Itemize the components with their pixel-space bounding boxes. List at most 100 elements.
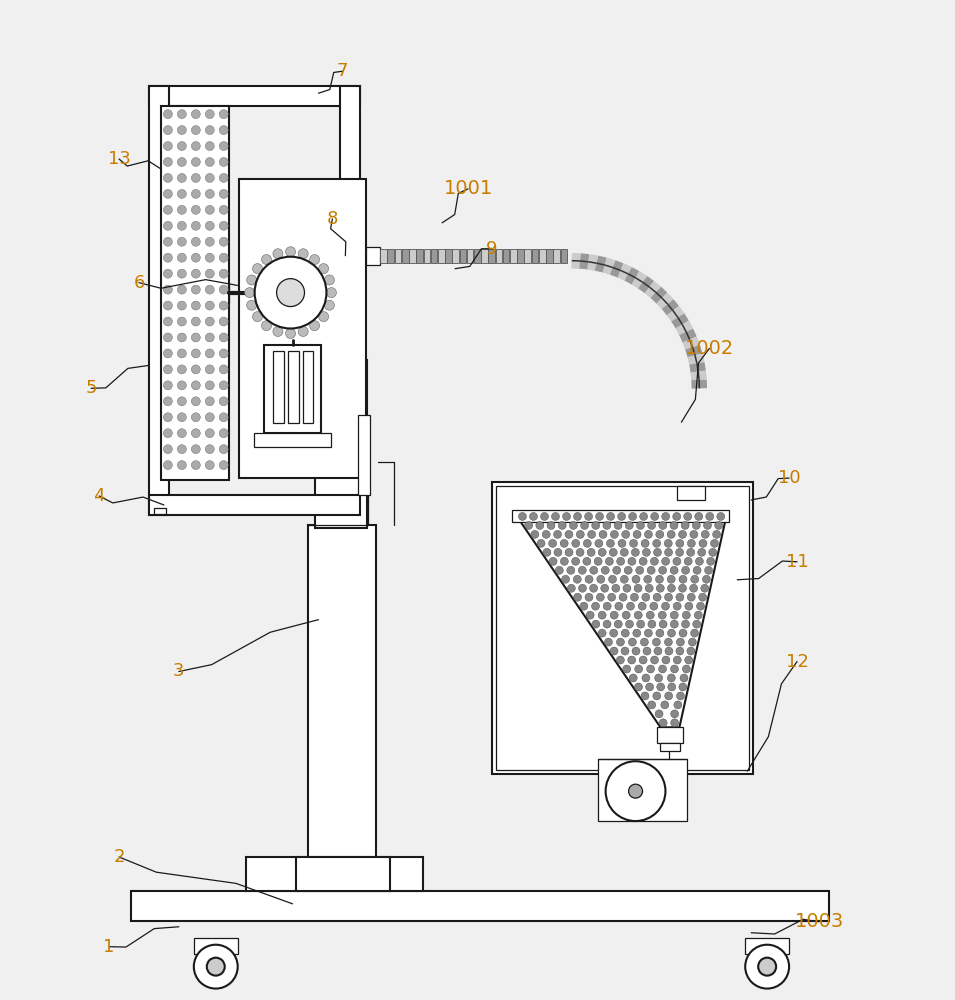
Text: 2: 2 xyxy=(114,848,125,866)
Circle shape xyxy=(163,429,173,438)
Circle shape xyxy=(685,656,692,664)
Circle shape xyxy=(220,142,228,151)
Circle shape xyxy=(205,157,214,166)
Circle shape xyxy=(286,329,295,338)
Circle shape xyxy=(606,539,614,547)
Circle shape xyxy=(205,381,214,390)
Circle shape xyxy=(639,557,647,565)
Bar xyxy=(315,360,368,528)
Circle shape xyxy=(220,381,228,390)
Circle shape xyxy=(688,539,695,547)
Circle shape xyxy=(191,157,201,166)
Circle shape xyxy=(220,301,228,310)
Circle shape xyxy=(627,656,636,664)
Circle shape xyxy=(569,521,578,529)
Circle shape xyxy=(220,317,228,326)
Circle shape xyxy=(163,397,173,406)
Circle shape xyxy=(705,566,712,574)
Circle shape xyxy=(676,647,684,655)
Circle shape xyxy=(163,269,173,278)
Circle shape xyxy=(220,429,228,438)
Bar xyxy=(445,249,452,263)
Circle shape xyxy=(178,397,186,406)
Circle shape xyxy=(696,602,705,610)
Circle shape xyxy=(709,548,717,556)
Bar xyxy=(416,249,423,263)
Bar xyxy=(431,249,437,263)
Circle shape xyxy=(692,521,700,529)
Circle shape xyxy=(587,548,595,556)
Bar xyxy=(380,249,387,263)
Circle shape xyxy=(163,381,173,390)
Circle shape xyxy=(604,602,611,610)
Circle shape xyxy=(632,575,640,583)
Circle shape xyxy=(679,584,687,592)
Circle shape xyxy=(163,189,173,198)
Circle shape xyxy=(205,349,214,358)
Bar xyxy=(423,249,430,263)
Circle shape xyxy=(706,512,713,520)
Circle shape xyxy=(163,413,173,422)
Circle shape xyxy=(191,349,201,358)
Circle shape xyxy=(163,205,173,214)
Circle shape xyxy=(659,566,667,574)
Circle shape xyxy=(618,512,626,520)
Circle shape xyxy=(693,566,701,574)
Bar xyxy=(680,712,707,723)
Bar xyxy=(402,249,409,263)
Bar xyxy=(272,351,284,423)
Circle shape xyxy=(629,539,638,547)
Bar xyxy=(295,857,391,891)
Text: 5: 5 xyxy=(85,379,96,397)
Bar xyxy=(308,525,376,857)
Bar xyxy=(194,938,238,954)
Circle shape xyxy=(579,584,586,592)
Circle shape xyxy=(298,249,308,259)
Circle shape xyxy=(653,548,662,556)
Circle shape xyxy=(661,701,668,709)
Circle shape xyxy=(652,539,661,547)
Circle shape xyxy=(581,521,588,529)
Circle shape xyxy=(707,557,714,565)
Circle shape xyxy=(178,269,186,278)
Circle shape xyxy=(634,584,642,592)
Bar xyxy=(467,249,474,263)
Circle shape xyxy=(178,333,186,342)
Circle shape xyxy=(309,255,320,265)
Circle shape xyxy=(653,692,661,700)
Circle shape xyxy=(565,530,573,538)
Circle shape xyxy=(163,301,173,310)
Circle shape xyxy=(673,602,681,610)
Circle shape xyxy=(286,247,295,257)
Bar xyxy=(553,249,560,263)
Circle shape xyxy=(220,189,228,198)
Circle shape xyxy=(676,638,685,646)
Circle shape xyxy=(178,205,186,214)
Circle shape xyxy=(542,530,550,538)
Circle shape xyxy=(668,575,675,583)
Circle shape xyxy=(220,413,228,422)
Circle shape xyxy=(191,365,201,374)
Circle shape xyxy=(205,110,214,119)
Circle shape xyxy=(547,521,555,529)
Circle shape xyxy=(205,205,214,214)
Circle shape xyxy=(679,575,687,583)
Circle shape xyxy=(205,317,214,326)
Circle shape xyxy=(541,512,548,520)
Circle shape xyxy=(205,301,214,310)
Polygon shape xyxy=(514,512,728,727)
Bar xyxy=(680,531,707,542)
Circle shape xyxy=(631,548,639,556)
Circle shape xyxy=(659,521,667,529)
Circle shape xyxy=(558,521,566,529)
Bar xyxy=(680,699,707,710)
Circle shape xyxy=(191,110,201,119)
Circle shape xyxy=(191,381,201,390)
Circle shape xyxy=(670,665,678,673)
Circle shape xyxy=(298,326,308,336)
Circle shape xyxy=(717,512,725,520)
Text: 3: 3 xyxy=(173,662,184,680)
Text: 7: 7 xyxy=(337,62,349,80)
Bar xyxy=(680,622,707,633)
Circle shape xyxy=(645,530,652,538)
